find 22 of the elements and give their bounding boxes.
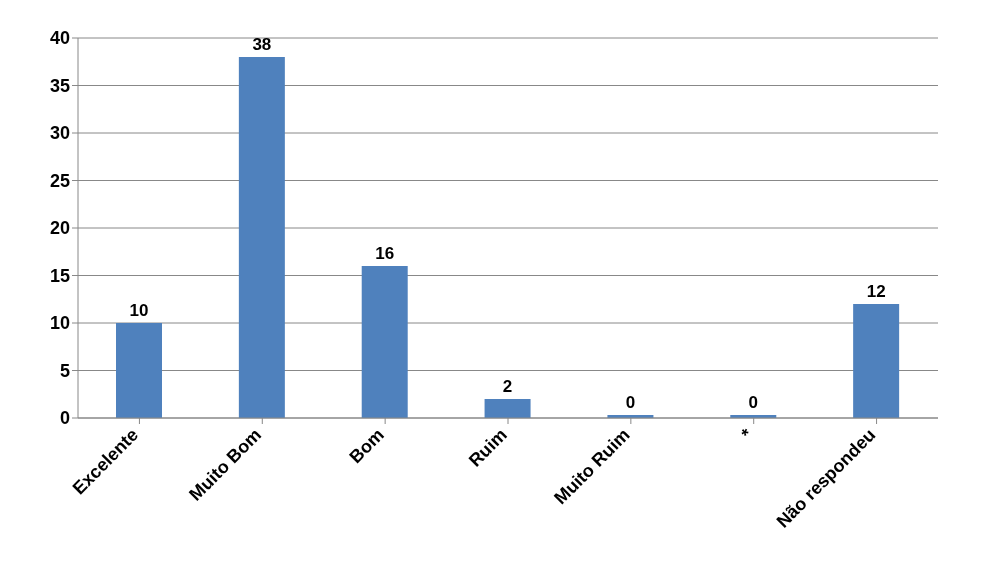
y-tick-label: 40: [49, 28, 70, 49]
y-tick-label: 30: [49, 123, 70, 144]
y-tick-label: 10: [49, 313, 70, 334]
bar: [361, 266, 408, 418]
y-tick-label: 15: [49, 265, 70, 286]
y-tick-label: 0: [59, 408, 70, 429]
data-label: 2: [502, 377, 513, 396]
data-label: 12: [866, 282, 886, 301]
data-label: 16: [375, 244, 395, 263]
bar: [484, 399, 531, 418]
bar: [853, 304, 900, 418]
y-tick-label: 25: [49, 170, 70, 191]
data-label: 0: [748, 393, 759, 412]
bar: [116, 323, 162, 418]
bar: [238, 57, 285, 418]
data-label: 0: [625, 393, 636, 412]
y-tick-label: 20: [49, 218, 70, 239]
y-tick-label: 35: [49, 75, 70, 96]
data-label: 38: [252, 35, 272, 54]
y-tick-label: 5: [59, 360, 70, 381]
x-tick-label: *: [737, 424, 757, 444]
data-label: 10: [129, 301, 149, 320]
